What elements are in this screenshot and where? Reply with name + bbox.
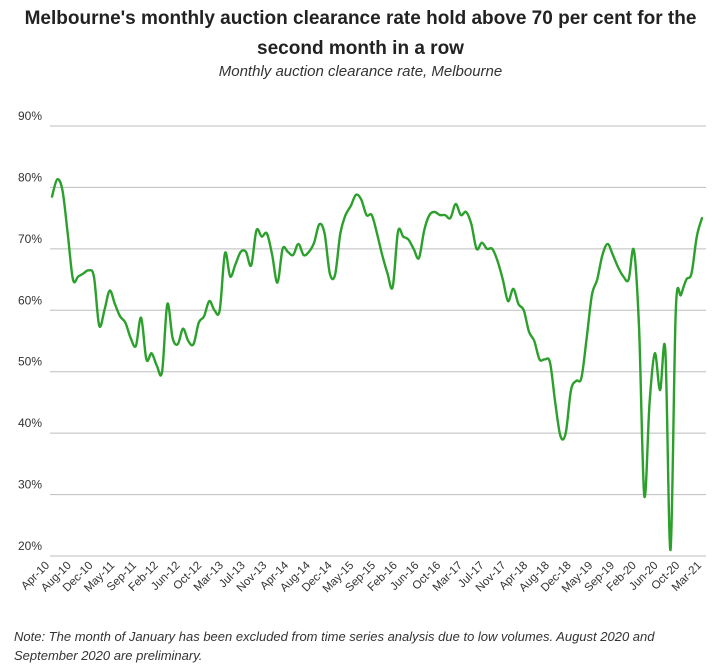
y-tick-label: 40% — [18, 416, 42, 430]
y-tick-label: 20% — [18, 539, 42, 553]
y-axis-ticks: 20% 30% 40% 50% 60% 70% 80% 90% — [18, 109, 42, 553]
chart-note: Note: The month of January has been excl… — [14, 629, 655, 663]
y-tick-label: 30% — [18, 478, 42, 492]
y-tick-label: 90% — [18, 109, 42, 123]
y-tick-label: 70% — [18, 232, 42, 246]
clearance-rate-line — [50, 178, 704, 552]
gridlines — [50, 125, 706, 557]
chart-title: Melbourne's monthly auction clearance ra… — [24, 8, 697, 59]
y-tick-label: 60% — [18, 293, 42, 307]
chart-subtitle: Monthly auction clearance rate, Melbourn… — [218, 63, 503, 80]
y-tick-label: 50% — [18, 355, 42, 369]
x-axis-ticks: Apr-10Aug-10Dec-10May-11Sep-11Feb-12Jun-… — [19, 559, 704, 595]
y-tick-label: 80% — [18, 170, 42, 184]
line-chart: 20% 30% 40% 50% 60% 70% 80% 90% Apr-10Aug-10Dec… — [18, 109, 706, 595]
